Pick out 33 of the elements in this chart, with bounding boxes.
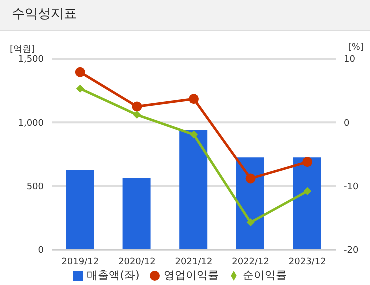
y2-axis-title: [%] — [348, 43, 364, 53]
point — [246, 174, 256, 184]
point — [133, 111, 142, 120]
x-tick-label: 2021/12 — [175, 257, 213, 268]
y-tick-label: 0 — [38, 246, 44, 256]
point — [302, 157, 313, 168]
bar — [66, 170, 94, 250]
x-tick-label: 2020/12 — [118, 257, 156, 268]
y-tick-label: 1,500 — [18, 55, 44, 66]
x-tick-label: 2023/12 — [288, 257, 326, 268]
bar — [293, 158, 322, 250]
y2-tick-label: 10 — [344, 55, 356, 66]
y2-tick-label: -20 — [344, 246, 359, 256]
legend-label: 영업이익률 — [164, 269, 219, 282]
bar — [122, 178, 151, 250]
point — [304, 187, 312, 196]
legend-label: 매출액(좌) — [87, 269, 140, 282]
y-tick-label: 500 — [26, 182, 44, 193]
chart-title: 수익성지표 — [0, 0, 370, 31]
legend-label: 순이익률 — [242, 269, 287, 282]
bar — [180, 130, 208, 250]
point — [189, 94, 199, 104]
y-tick-label: 1,000 — [18, 118, 44, 129]
y2-tick-label: -10 — [344, 182, 359, 193]
point — [75, 67, 86, 78]
y-axis-title: [억원] — [10, 44, 36, 55]
x-tick-label: 2022/12 — [232, 257, 270, 268]
point — [190, 130, 198, 139]
x-tick-label: 2019/12 — [62, 257, 100, 268]
point — [132, 102, 142, 112]
y2-tick-label: 0 — [344, 118, 350, 129]
point — [76, 84, 84, 93]
point — [246, 218, 255, 227]
